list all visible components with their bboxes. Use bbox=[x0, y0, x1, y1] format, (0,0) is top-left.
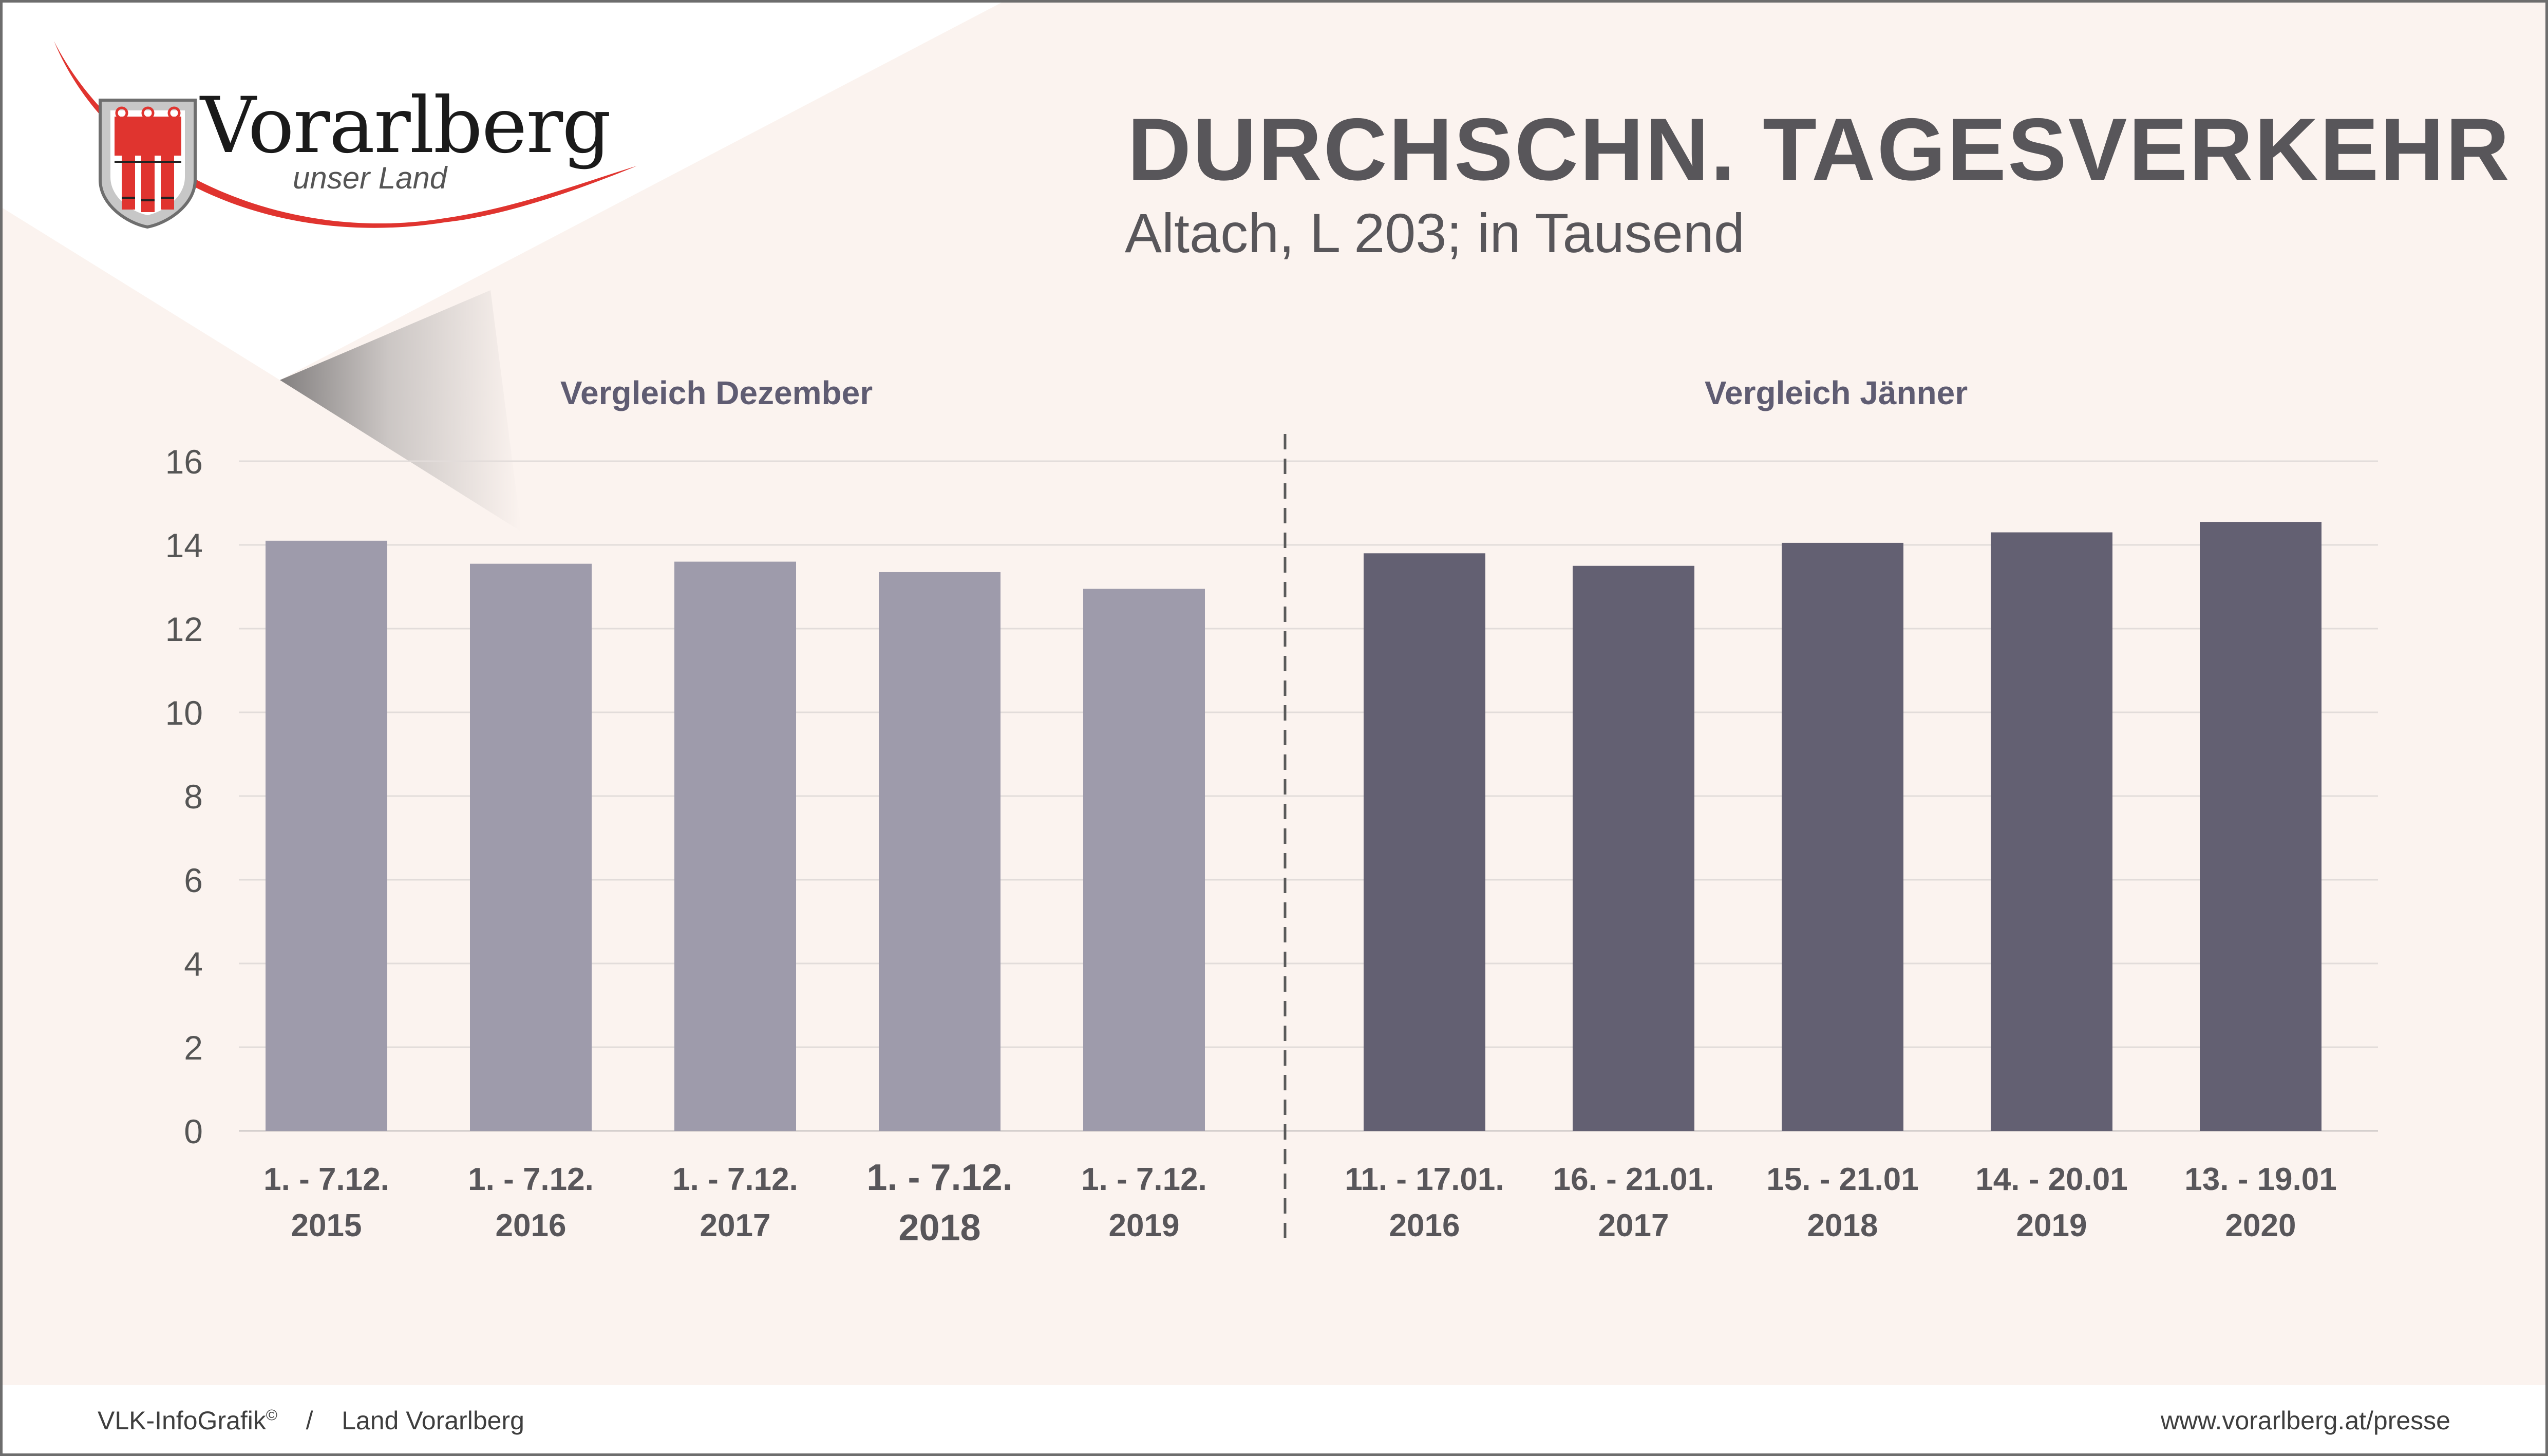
bar-jaenner-3 bbox=[1991, 532, 2112, 1131]
page-subtitle: Altach, L 203; in Tausend bbox=[1125, 202, 1745, 264]
x-tick-label-line1: 1. - 7.12. bbox=[672, 1162, 798, 1197]
y-tick-label: 8 bbox=[184, 778, 203, 816]
x-tick-label-line1: 1. - 7.12. bbox=[263, 1162, 389, 1197]
copyright-mark: © bbox=[266, 1407, 278, 1424]
bar-jaenner-2 bbox=[1782, 542, 1903, 1131]
logo-tagline: unser Land bbox=[293, 161, 447, 195]
x-tick-label-line2: 2016 bbox=[1389, 1208, 1460, 1243]
footer-credit: VLK-InfoGrafik© / Land Vorarlberg bbox=[98, 1408, 524, 1433]
x-tick-label-line2: 2018 bbox=[898, 1207, 980, 1249]
group-label-dezember: Vergleich Dezember bbox=[560, 374, 873, 411]
bar-chart: 0 2 4 6 8 10 12 14 16 1. - 7.12. 2015 1. - 7.12. 201… bbox=[165, 434, 2378, 1249]
x-tick-label-line2: 2019 bbox=[1109, 1208, 1180, 1243]
group-label-jaenner: Vergleich Jänner bbox=[1704, 374, 1968, 411]
y-tick-label: 0 bbox=[184, 1112, 203, 1150]
x-tick-label-line1: 14. - 20.01 bbox=[1975, 1162, 2127, 1197]
x-tick-label-line2: 2018 bbox=[1807, 1208, 1878, 1243]
bar-dezember-0 bbox=[266, 540, 387, 1131]
x-tick-label-line1: 16. - 21.01. bbox=[1553, 1162, 1714, 1197]
logo-wordmark: Vorarlberg bbox=[200, 81, 611, 171]
y-tick-label: 16 bbox=[165, 443, 203, 481]
page-title: DURCHSCHN. TAGESVERKEHR bbox=[1127, 100, 2511, 199]
x-tick-label-line2: 2015 bbox=[291, 1208, 362, 1243]
x-tick-label-line1: 15. - 21.01 bbox=[1766, 1162, 1918, 1197]
footer-source: Land Vorarlberg bbox=[342, 1406, 524, 1435]
coat-of-arms-icon bbox=[99, 99, 197, 229]
x-tick-label-line1: 11. - 17.01. bbox=[1345, 1162, 1504, 1197]
footer: VLK-InfoGrafik© / Land Vorarlberg www.vo… bbox=[3, 1385, 2545, 1453]
footer-url[interactable]: www.vorarlberg.at/presse bbox=[2160, 1406, 2450, 1435]
x-tick-label-line2: 2017 bbox=[700, 1208, 771, 1243]
y-tick-label: 12 bbox=[165, 610, 203, 648]
x-tick-label-line1: 1. - 7.12. bbox=[866, 1157, 1012, 1198]
x-tick-label-line1: 1. - 7.12. bbox=[1081, 1162, 1207, 1197]
y-tick-label: 4 bbox=[184, 945, 203, 983]
x-tick-label-line1: 1. - 7.12. bbox=[468, 1162, 594, 1197]
x-tick-label-line2: 2019 bbox=[2016, 1208, 2087, 1243]
x-tick-label-line2: 2020 bbox=[2225, 1208, 2296, 1243]
footer-credit-label: VLK-InfoGrafik bbox=[98, 1406, 266, 1435]
bar-dezember-4 bbox=[1083, 589, 1205, 1131]
bar-dezember-1 bbox=[470, 563, 592, 1131]
y-tick-label: 2 bbox=[184, 1029, 203, 1067]
y-tick-label: 14 bbox=[165, 526, 203, 564]
white-diagonal-panel bbox=[3, 3, 1002, 380]
bar-jaenner-1 bbox=[1573, 565, 1694, 1131]
y-tick-label: 10 bbox=[165, 694, 203, 732]
y-tick-label: 6 bbox=[184, 861, 203, 899]
x-tick-label-line2: 2016 bbox=[496, 1208, 567, 1243]
footer-separator: / bbox=[306, 1406, 313, 1435]
x-tick-label-line1: 13. - 19.01 bbox=[2184, 1162, 2336, 1197]
shadow-wedge bbox=[280, 290, 521, 532]
background-decoration bbox=[3, 3, 1002, 532]
bar-jaenner-0 bbox=[1364, 553, 1485, 1131]
bar-dezember-2 bbox=[674, 561, 796, 1131]
x-tick-label-line2: 2017 bbox=[1598, 1208, 1669, 1243]
bar-jaenner-4 bbox=[2200, 522, 2321, 1131]
bar-dezember-3 bbox=[879, 572, 1001, 1131]
